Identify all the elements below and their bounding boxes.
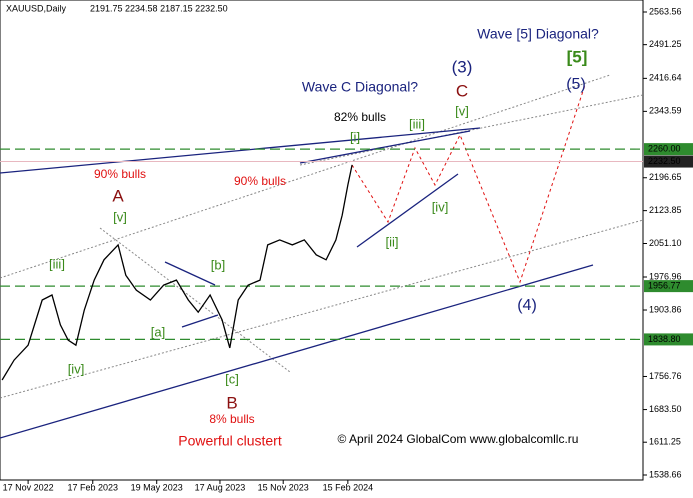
annotation: (3): [452, 57, 473, 76]
annotation: Powerful clustert: [178, 433, 282, 449]
level-label: 2232.50: [648, 156, 681, 166]
level-label-bg: [644, 333, 693, 346]
level-label: 1838.80: [648, 334, 681, 344]
trend-line: [0, 127, 481, 174]
y-tick-label: 2343.59: [649, 106, 682, 116]
channel-line: [0, 219, 644, 399]
x-tick-label: 15 Nov 2023: [258, 482, 309, 492]
annotation: (5): [566, 76, 586, 93]
annotation: [iv]: [432, 199, 449, 214]
annotation: 8% bulls: [209, 412, 254, 426]
annotation: [iii]: [49, 256, 65, 271]
y-tick-label: 2051.10: [649, 238, 682, 248]
annotation: B: [226, 393, 237, 412]
channel-line: [0, 74, 611, 279]
y-tick-label: 2416.64: [649, 73, 682, 83]
x-tick-label: 17 Feb 2023: [67, 482, 118, 492]
level-label-bg: [644, 155, 693, 168]
annotation: [v]: [113, 209, 127, 224]
annotation: [iv]: [68, 361, 85, 376]
annotation: A: [112, 186, 124, 205]
drawings: [0, 74, 644, 439]
annotation: Wave [5] Diagonal?: [477, 26, 599, 42]
annotation: 90% bulls: [234, 174, 286, 188]
annotation: (4): [517, 297, 537, 314]
x-tick-label: 15 Feb 2024: [323, 482, 374, 492]
annotation: 90% bulls: [94, 167, 146, 181]
annotation: Wave C Diagonal?: [302, 79, 418, 95]
y-tick-label: 1611.25: [649, 437, 681, 447]
level-label-bg: [644, 280, 693, 293]
y-tick-label: 1976.96: [649, 271, 682, 281]
y-tick-label: 1683.50: [649, 404, 682, 414]
annotation: [v]: [455, 103, 469, 118]
plot-frame: [0, 0, 644, 481]
annotation: [c]: [225, 371, 239, 386]
x-tick-label: 17 Nov 2022: [3, 482, 54, 492]
annotation: [ii]: [386, 234, 399, 249]
annotation: [b]: [211, 257, 225, 272]
annotation: C: [456, 81, 468, 100]
trend-line: [181, 314, 219, 328]
trend-line: [164, 261, 216, 286]
annotation: [5]: [567, 47, 588, 66]
level-label: 1956.77: [648, 280, 681, 290]
annotation: [iii]: [409, 116, 425, 131]
level-label: 2260.00: [648, 144, 681, 154]
channel-line: [99, 227, 291, 373]
y-tick-label: 2563.56: [649, 6, 682, 16]
y-tick-label: 1756.76: [649, 371, 682, 381]
y-tick-label: 1538.66: [649, 469, 682, 479]
y-tick-label: 2491.25: [649, 39, 682, 49]
annotation: [a]: [151, 324, 165, 339]
ohlc: 2191.75 2234.58 2187.15 2232.50: [90, 3, 228, 13]
trend-line: [299, 130, 471, 164]
level-label-bg: [644, 143, 693, 156]
y-tick-label: 2123.85: [649, 205, 682, 215]
y-tick-label: 1903.86: [649, 304, 682, 314]
x-tick-label: 19 May 2023: [131, 482, 183, 492]
annotation: 82% bulls: [334, 110, 386, 124]
symbol: XAUUSD,Daily: [6, 3, 67, 13]
trend-line: [356, 173, 459, 248]
annotation: [i]: [350, 129, 360, 144]
trend-line: [0, 264, 594, 439]
copyright: © April 2024 GlobalCom www.globalcomllc.…: [338, 432, 579, 446]
price-line: [1, 164, 353, 381]
x-tick-label: 17 Aug 2023: [195, 482, 246, 492]
y-tick-label: 2196.65: [649, 172, 682, 182]
projection-path: [351, 84, 586, 284]
